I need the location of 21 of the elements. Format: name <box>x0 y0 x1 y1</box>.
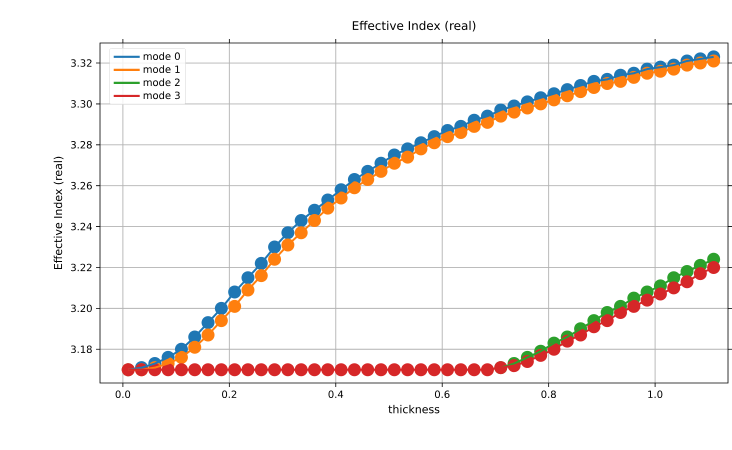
x-tick-label: 0.6 <box>434 390 450 398</box>
chart-title: Effective Index (real) <box>352 20 476 32</box>
x-tick-label: 0.0 <box>116 390 130 398</box>
x-tick-label: 0.8 <box>541 390 556 398</box>
x-tick-label: 0.2 <box>222 390 236 398</box>
legend-label: mode 3 <box>144 91 180 100</box>
y-tick-label: 3.20 <box>71 304 92 312</box>
x-tick-label: 1.0 <box>648 390 662 398</box>
y-tick-label: 3.18 <box>71 345 92 354</box>
y-tick-label: 3.28 <box>71 141 92 149</box>
legend-label: mode 1 <box>144 65 180 74</box>
y-tick-label: 3.26 <box>71 182 92 190</box>
x-tick-label: 0.4 <box>328 390 344 398</box>
y-axis-title: Effective Index (real) <box>54 156 64 270</box>
x-axis-title: thickness <box>388 404 440 414</box>
y-tick-label: 3.24 <box>71 222 92 230</box>
legend-label: mode 0 <box>144 52 180 60</box>
y-tick-label: 3.30 <box>71 100 92 108</box>
y-tick-label: 3.22 <box>71 264 92 272</box>
legend-label: mode 2 <box>144 78 180 86</box>
y-tick-label: 3.32 <box>71 59 92 67</box>
